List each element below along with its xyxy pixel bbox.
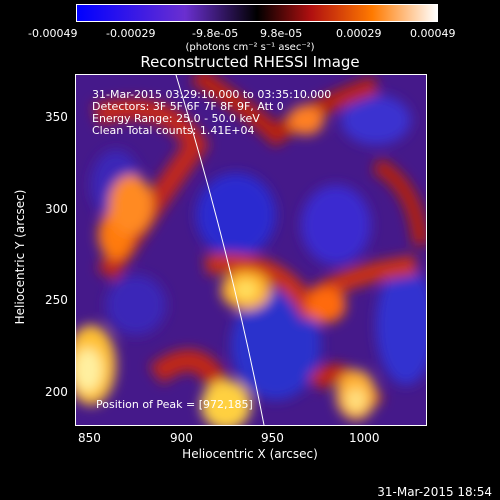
x-tick-label: 1000 — [349, 431, 380, 445]
detectors-text: Detectors: 3F 5F 6F 7F 8F 9F, Att 0 — [92, 100, 284, 113]
y-axis-label: Heliocentric Y (arcsec) — [13, 189, 27, 325]
colorbar-tick-label: 9.8e-05 — [260, 27, 303, 40]
y-tick-label: 250 — [45, 293, 68, 307]
x-tick-label: 950 — [261, 431, 284, 445]
y-tick-label: 300 — [45, 202, 68, 216]
footer-timestamp: 31-Mar-2015 18:54 — [377, 485, 492, 499]
colorbar-tick-label: -0.00029 — [106, 27, 156, 40]
algorithm-counts-text: Clean Total counts: 1.41E+04 — [92, 124, 255, 137]
colorbar-tick-label: -9.8e-05 — [192, 27, 239, 40]
rhessi-image-plot: 31-Mar-2015 03:29:10.000 to 03:35:10.000… — [75, 74, 427, 426]
energy-range-text: Energy Range: 25.0 - 50.0 keV — [92, 112, 260, 125]
x-tick-label: 900 — [170, 431, 193, 445]
y-tick-label: 200 — [45, 385, 68, 399]
colorbar-units: (photons cm⁻² s⁻¹ asec⁻²) — [185, 42, 315, 53]
colorbar-tick-label: 0.00029 — [336, 27, 382, 40]
rhessi-heatmap — [76, 75, 426, 425]
time-range-text: 31-Mar-2015 03:29:10.000 to 03:35:10.000 — [92, 88, 332, 101]
colorbar — [76, 4, 438, 22]
solar-limb-line — [175, 75, 265, 425]
colorbar-tick-label: -0.00049 — [28, 27, 78, 40]
plot-title: Reconstructed RHESSI Image — [140, 53, 360, 71]
peak-position-text: Position of Peak = [972,185] — [96, 398, 253, 411]
colorbar-tick-label: 0.00049 — [410, 27, 456, 40]
x-axis-label: Heliocentric X (arcsec) — [182, 447, 318, 461]
y-tick-label: 350 — [45, 110, 68, 124]
x-tick-label: 850 — [78, 431, 101, 445]
